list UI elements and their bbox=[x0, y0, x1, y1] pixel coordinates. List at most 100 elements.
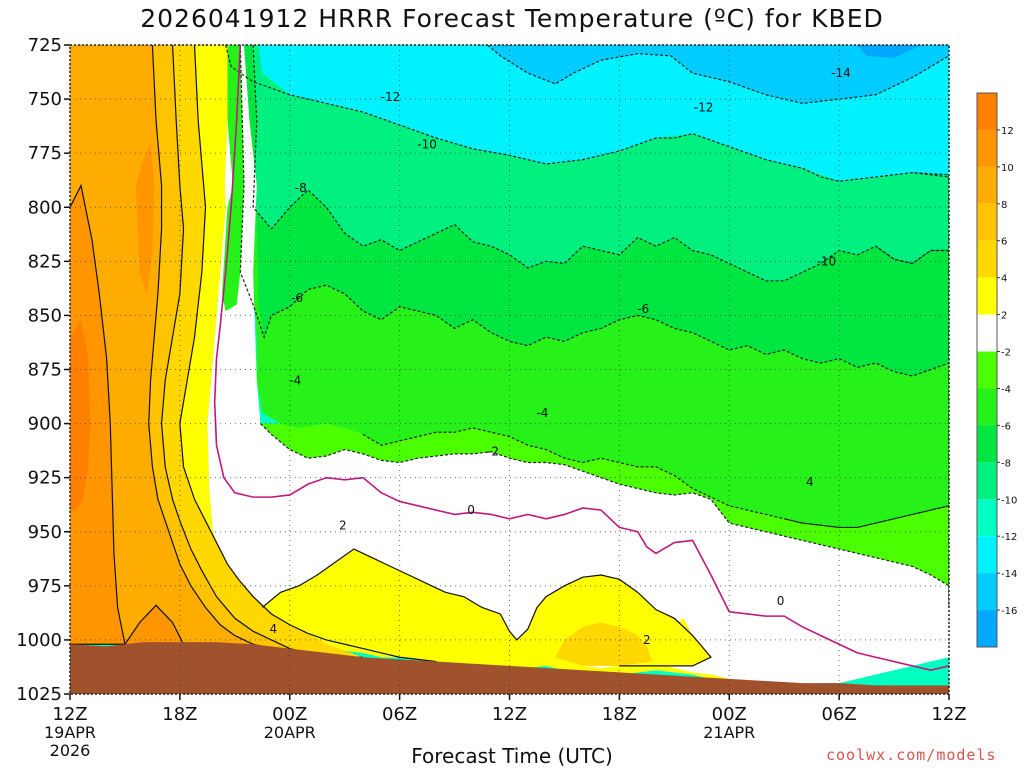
colorbar-label: -10 bbox=[1001, 495, 1017, 506]
colorbar-label: -4 bbox=[1001, 384, 1011, 395]
contour-label: -14 bbox=[831, 66, 851, 80]
fill-region-plus12 bbox=[70, 319, 91, 511]
x-tick-label: 00Z bbox=[712, 704, 747, 725]
colorbar-label: 6 bbox=[1001, 237, 1007, 248]
x-tick-label: 00Z bbox=[272, 704, 307, 725]
y-tick-label: 825 bbox=[28, 251, 62, 272]
contour-line-plus10-left bbox=[70, 183, 126, 645]
contour-label: -4 bbox=[536, 406, 548, 420]
x-tick-year-label: 2026 bbox=[50, 741, 91, 760]
contour-label: -12 bbox=[694, 101, 714, 115]
x-tick-label: 12Z bbox=[492, 704, 527, 725]
colorbar-frame bbox=[976, 92, 998, 648]
colorbar: 12 10 8 6 4 2 -2 -4 -6 -8 -10 -12 -14 -16 bbox=[976, 92, 1017, 648]
contour-line-zero bbox=[213, 45, 949, 672]
contour-line-plus2 bbox=[261, 548, 712, 667]
colorbar-label: -12 bbox=[1001, 532, 1017, 543]
contour-label: -6 bbox=[291, 291, 303, 305]
x-tick-label: 18Z bbox=[162, 704, 197, 725]
contour-label: 0 bbox=[467, 503, 475, 517]
fill-region-plus2-bump2 bbox=[656, 618, 702, 662]
fill-region-minus16 bbox=[857, 45, 922, 58]
colorbar-label: -8 bbox=[1001, 458, 1011, 469]
x-tick-label: 12Z bbox=[931, 704, 966, 725]
contour-line-plus10 bbox=[70, 604, 185, 645]
colorbar-swatch bbox=[977, 240, 997, 278]
chart-title: 2026041912 HRRR Forecast Temperature (ºC… bbox=[140, 4, 884, 33]
fill-region-plus10 bbox=[70, 185, 125, 645]
x-axis-label: Forecast Time (UTC) bbox=[411, 744, 613, 768]
y-tick-label: 850 bbox=[28, 305, 62, 326]
colorbar-swatch bbox=[977, 351, 997, 389]
y-tick-label: 925 bbox=[28, 468, 62, 489]
colorbar-label: 10 bbox=[1001, 163, 1014, 174]
fill-region-minus6 bbox=[240, 45, 949, 376]
fill-region-plus6 bbox=[148, 45, 290, 653]
x-tick-date-label: 21APR bbox=[703, 723, 755, 742]
contour-line-minus8 bbox=[239, 45, 949, 377]
colorbar-label: -14 bbox=[1001, 569, 1017, 580]
y-tick-label: 1025 bbox=[16, 684, 62, 705]
contour-label: 2 bbox=[643, 633, 651, 647]
contour-line-minus4 bbox=[260, 423, 949, 608]
contour-label: 4 bbox=[269, 622, 277, 636]
fill-region-minus4 bbox=[249, 120, 949, 528]
fill-region-plus4-bump bbox=[555, 622, 653, 666]
colorbar-label: 8 bbox=[1001, 200, 1007, 211]
fill-region-plus10-blob2 bbox=[124, 605, 184, 645]
fill-region-minus2 bbox=[260, 423, 949, 608]
colorbar-swatch bbox=[977, 388, 997, 426]
contour-label: -12 bbox=[381, 90, 401, 104]
x-tick-label: 12Z bbox=[52, 704, 87, 725]
colorbar-label: 2 bbox=[1001, 311, 1007, 322]
contour-label: -10 bbox=[417, 138, 437, 152]
fill-region-plus2-top bbox=[216, 45, 228, 294]
colorbar-label: 12 bbox=[1001, 126, 1014, 137]
plot-area bbox=[70, 45, 949, 694]
colorbar-swatch bbox=[977, 203, 997, 241]
colorbar-swatch bbox=[977, 610, 997, 647]
x-tick-date-label: 20APR bbox=[264, 723, 316, 742]
y-tick-label: 1000 bbox=[16, 630, 62, 651]
fill-region-minus8 bbox=[253, 45, 949, 281]
contour-line-plus8 bbox=[148, 45, 290, 654]
contour-line-minus10 bbox=[252, 45, 949, 282]
fill-region-plus4 bbox=[161, 45, 363, 658]
colorbar-swatch bbox=[977, 499, 997, 537]
y-tick-label: 775 bbox=[28, 143, 62, 164]
x-tick-date-label: 19APR bbox=[44, 723, 96, 742]
contour-label: 0 bbox=[777, 594, 785, 608]
y-tick-label: 800 bbox=[28, 197, 62, 218]
contour-label: 4 bbox=[806, 475, 814, 489]
y-tick-label: 750 bbox=[28, 89, 62, 110]
colorbar-label: -2 bbox=[1001, 348, 1011, 359]
y-tick-label: 950 bbox=[28, 522, 62, 543]
colorbar-swatch bbox=[977, 93, 997, 130]
colorbar-label: 4 bbox=[1001, 274, 1007, 285]
contour-label: -4 bbox=[289, 373, 301, 387]
credit-text: coolwx.com/models bbox=[826, 746, 997, 764]
colorbar-swatch bbox=[977, 314, 997, 352]
colorbar-swatch bbox=[977, 462, 997, 500]
y-tick-label: 975 bbox=[28, 576, 62, 597]
contour-label: 2 bbox=[339, 518, 347, 532]
colorbar-swatch bbox=[977, 129, 997, 167]
y-tick-label: 875 bbox=[28, 360, 62, 381]
contour-label: -10 bbox=[817, 254, 837, 268]
colorbar-swatch bbox=[977, 573, 997, 611]
contour-label: -2 bbox=[487, 445, 499, 459]
fill-region-plus8 bbox=[70, 45, 254, 645]
contour-line-plus4 bbox=[179, 45, 437, 663]
x-tick-label: 06Z bbox=[382, 704, 417, 725]
contour-label: -6 bbox=[637, 302, 649, 316]
colorbar-label: -6 bbox=[1001, 421, 1011, 432]
fill-region-plus10-blob bbox=[135, 142, 155, 294]
contour-label: -8 bbox=[295, 181, 307, 195]
y-tick-label: 900 bbox=[28, 414, 62, 435]
colorbar-swatch bbox=[977, 536, 997, 574]
colorbar-swatch bbox=[977, 166, 997, 204]
x-tick-label: 06Z bbox=[822, 704, 857, 725]
fill-region-zero bbox=[207, 45, 949, 688]
x-tick-label: 18Z bbox=[602, 704, 637, 725]
